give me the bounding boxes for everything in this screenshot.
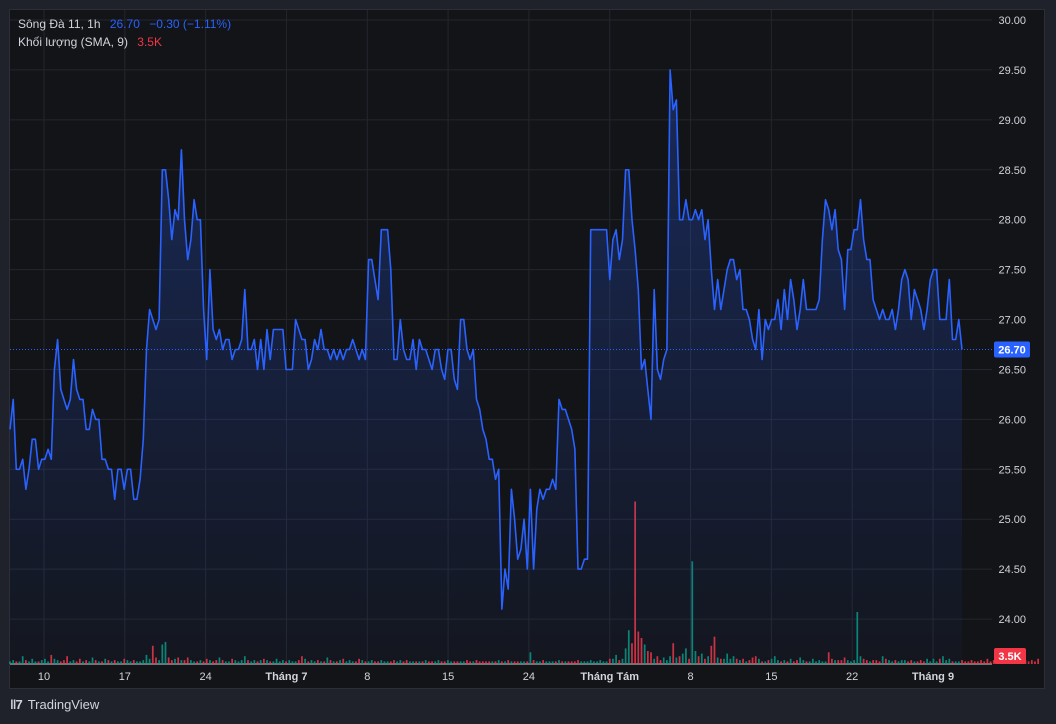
last-price-label: 26.70 — [998, 344, 1026, 356]
y-tick-label: 24.00 — [998, 614, 1026, 626]
volume-bar — [970, 660, 973, 664]
x-tick-label: Tháng 9 — [912, 671, 954, 683]
y-tick-label: 25.00 — [998, 514, 1026, 526]
y-tick-label: 28.50 — [998, 165, 1026, 177]
volume-badge-label: 3.5K — [998, 651, 1021, 663]
x-tick-label: 22 — [846, 671, 858, 683]
x-tick-label: 15 — [765, 671, 777, 683]
y-tick-label: 25.50 — [998, 464, 1026, 476]
volume-bar — [992, 660, 995, 664]
price-change-value: −0.30 (−1.11%) — [149, 17, 232, 31]
x-tick-label: 10 — [38, 671, 50, 683]
y-tick-label: 27.00 — [998, 315, 1026, 327]
volume-bar — [976, 661, 979, 664]
x-tick-label: 8 — [687, 671, 693, 683]
y-tick-label: 29.00 — [998, 115, 1026, 127]
volume-bar — [1037, 658, 1040, 664]
last-price-badge: 26.70 — [994, 341, 1030, 358]
last-price-value: 26.70 — [109, 17, 140, 31]
volume-legend[interactable]: Khối lượng (SMA, 9) 3.5K — [18, 35, 162, 49]
volume-bar — [967, 661, 970, 664]
x-tick-label: 8 — [364, 671, 370, 683]
volume-bar — [1034, 661, 1036, 664]
volume-bar — [986, 658, 989, 664]
x-tick-label: 17 — [119, 671, 131, 683]
volume-bar — [973, 661, 976, 664]
volume-bar — [980, 660, 982, 664]
x-tick-label: Tháng Tám — [580, 671, 639, 683]
y-tick-label: 30.00 — [998, 15, 1026, 27]
y-tick-label: 24.50 — [998, 564, 1026, 576]
volume-bar — [983, 661, 986, 664]
volume-bar — [1030, 660, 1033, 664]
tradingview-logo-icon: ‖7 — [10, 697, 23, 712]
x-tick-label: 24 — [200, 671, 212, 683]
volume-indicator-value: 3.5K — [137, 35, 162, 49]
symbol-legend[interactable]: Sông Đà 11, 1h 26.70 −0.30 (−1.11%) — [18, 17, 231, 31]
y-tick-label: 26.50 — [998, 364, 1026, 376]
x-tick-label: 15 — [442, 671, 454, 683]
x-tick-label: Tháng 7 — [265, 671, 307, 683]
volume-bar — [989, 661, 992, 664]
y-tick-label: 29.50 — [998, 65, 1026, 77]
price-axis[interactable]: 30.00 29.50 29.00 28.50 28.00 27.50 27.00 26.50… — [998, 15, 1026, 626]
price-area — [10, 69, 962, 664]
volume-indicator-label: Khối lượng (SMA, 9) — [18, 35, 128, 49]
y-tick-label: 26.00 — [998, 414, 1026, 426]
volume-bar — [1027, 661, 1030, 664]
branding-name: TradingView — [27, 697, 100, 712]
volume-bar — [964, 661, 967, 664]
volume-badge: 3.5K — [994, 648, 1026, 664]
y-tick-label: 27.50 — [998, 265, 1026, 277]
x-tick-label: 24 — [523, 671, 535, 683]
symbol-title: Sông Đà 11, 1h — [18, 17, 101, 31]
branding[interactable]: ‖7 TradingView — [10, 697, 99, 712]
price-line — [9, 69, 963, 610]
time-axis[interactable]: 10 17 24 Tháng 7 8 15 24 Tháng Tám 8 15 22 Tháng 9 — [38, 671, 954, 683]
y-tick-label: 28.00 — [998, 215, 1026, 227]
